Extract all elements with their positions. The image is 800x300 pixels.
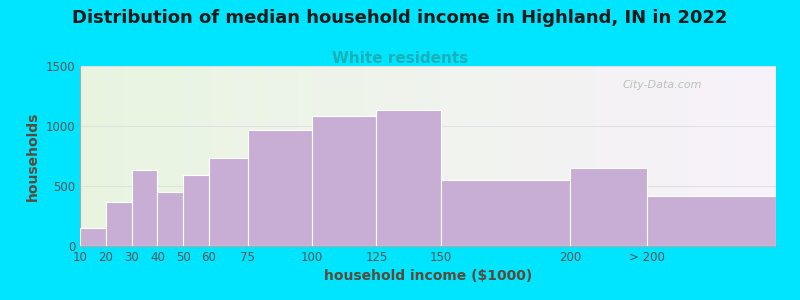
- Bar: [209, 158, 247, 246]
- Bar: [312, 116, 377, 246]
- Bar: [80, 228, 106, 246]
- Bar: [570, 168, 647, 246]
- X-axis label: household income ($1000): household income ($1000): [324, 269, 532, 284]
- Bar: [441, 180, 570, 246]
- Bar: [247, 130, 312, 246]
- Text: City-Data.com: City-Data.com: [623, 80, 702, 90]
- Bar: [158, 192, 183, 246]
- Bar: [647, 196, 776, 246]
- Text: White residents: White residents: [332, 51, 468, 66]
- Bar: [106, 202, 131, 246]
- Bar: [183, 175, 209, 246]
- Y-axis label: households: households: [26, 111, 40, 201]
- Bar: [377, 110, 441, 246]
- Bar: [131, 170, 158, 246]
- Text: Distribution of median household income in Highland, IN in 2022: Distribution of median household income …: [72, 9, 728, 27]
